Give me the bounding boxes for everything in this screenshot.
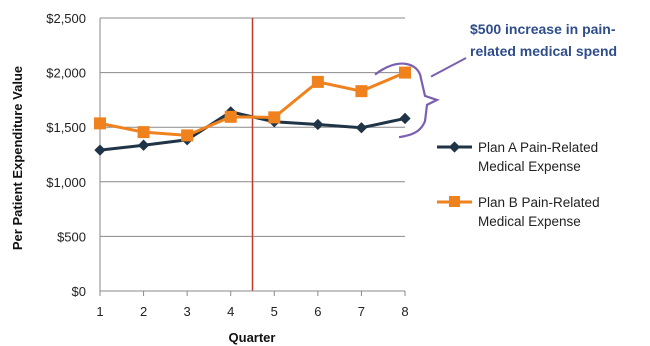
data-point-plan-b bbox=[399, 66, 411, 79]
legend-label-plan-b-line2: Medical Expense bbox=[478, 214, 581, 229]
y-axis-title: Per Patient Expenditure Value bbox=[10, 66, 25, 250]
axes bbox=[99, 18, 406, 296]
x-tick-label: 1 bbox=[96, 304, 103, 319]
data-point-plan-a bbox=[94, 144, 106, 156]
y-tick-label: $0 bbox=[72, 284, 86, 299]
y-tick-label: $500 bbox=[57, 229, 86, 244]
x-axis-title: Quarter bbox=[229, 330, 276, 345]
x-tick-label: 7 bbox=[358, 304, 365, 319]
x-tick-label: 6 bbox=[314, 304, 321, 319]
data-point-plan-b bbox=[355, 85, 368, 98]
y-tick-label: $1,500 bbox=[46, 120, 86, 135]
legend-marker-plan-a bbox=[448, 141, 461, 153]
legend-label-plan-a-line1: Plan A Pain-Related bbox=[478, 140, 598, 155]
legend-label-plan-a-line2: Medical Expense bbox=[478, 159, 581, 174]
data-point-plan-b bbox=[181, 129, 194, 142]
data-point-plan-b bbox=[94, 117, 106, 130]
x-tick-label: 8 bbox=[401, 304, 408, 319]
legend-item-plan-b: Plan B Pain-Related Medical Expense bbox=[437, 195, 600, 229]
annotation: $500 increase in pain- related medical s… bbox=[374, 21, 617, 139]
data-point-plan-b bbox=[268, 111, 281, 124]
legend-marker-plan-b bbox=[449, 196, 460, 207]
data-point-plan-a bbox=[312, 118, 324, 131]
data-point-plan-a bbox=[399, 112, 411, 125]
legend-item-plan-a: Plan A Pain-Related Medical Expense bbox=[437, 140, 598, 174]
y-tick-labels: $0 $500 $1,000 $1,500 $2,000 $2,500 bbox=[46, 11, 86, 299]
x-tick-labels: 1 2 3 4 5 6 7 8 bbox=[96, 304, 408, 319]
series-line-plan-b bbox=[99, 71, 406, 137]
x-tick-label: 3 bbox=[184, 304, 191, 319]
y-tick-label: $2,500 bbox=[46, 11, 86, 26]
data-point-plan-b bbox=[137, 126, 150, 139]
data-point-plan-a bbox=[355, 122, 368, 134]
data-point-plan-b bbox=[224, 110, 237, 123]
x-tick-label: 4 bbox=[227, 304, 234, 319]
annotation-text-line2: related medical spend bbox=[470, 43, 617, 59]
annotation-text-line1: $500 increase in pain- bbox=[470, 21, 616, 37]
x-tick-label: 5 bbox=[271, 304, 278, 319]
x-tick-label: 2 bbox=[140, 304, 147, 319]
y-tick-label: $1,000 bbox=[46, 175, 86, 190]
legend-label-plan-b-line1: Plan B Pain-Related bbox=[478, 195, 600, 210]
data-point-plan-b bbox=[311, 75, 324, 88]
annotation-brace bbox=[374, 62, 440, 139]
legend: Plan A Pain-Related Medical Expense Plan… bbox=[437, 140, 600, 229]
annotation-pointer bbox=[430, 57, 467, 78]
data-point-plan-a bbox=[137, 139, 150, 151]
y-tick-label: $2,000 bbox=[46, 66, 86, 81]
